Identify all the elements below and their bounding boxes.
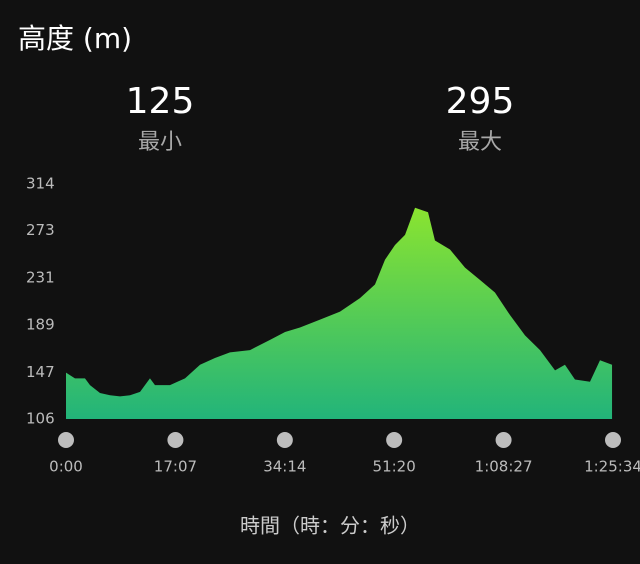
x-tick-dot [605, 432, 621, 448]
y-tick-label: 189 [26, 316, 55, 334]
stat-value: 125 [126, 81, 195, 122]
y-tick-label: 147 [26, 363, 55, 381]
x-tick-dot [386, 432, 403, 448]
x-axis-title: 時間（時：分：秒） [240, 514, 420, 538]
x-tick-label: 51:20 [373, 458, 416, 476]
title: 高度 (m) [18, 22, 132, 55]
x-tick-label: 17:07 [154, 458, 197, 476]
y-tick-label: 314 [26, 175, 55, 193]
x-tick-label: 0:00 [49, 458, 83, 476]
x-tick-dot [167, 432, 184, 448]
x-tick-dot [276, 432, 293, 448]
y-tick-label: 231 [26, 268, 55, 286]
y-tick-label: 106 [26, 410, 55, 428]
x-tick-label: 1:25:34 [584, 458, 640, 476]
x-tick-label: 1:08:27 [475, 458, 533, 476]
area [66, 207, 613, 419]
stat-label: 最小 [138, 130, 182, 155]
y-tick-label: 273 [26, 221, 55, 239]
x-tick-dot [58, 432, 74, 448]
stat-value: 295 [446, 81, 515, 122]
x-tick-label: 34:14 [263, 458, 306, 476]
stat-label: 最大 [458, 130, 502, 155]
x-tick-dot [495, 432, 512, 448]
